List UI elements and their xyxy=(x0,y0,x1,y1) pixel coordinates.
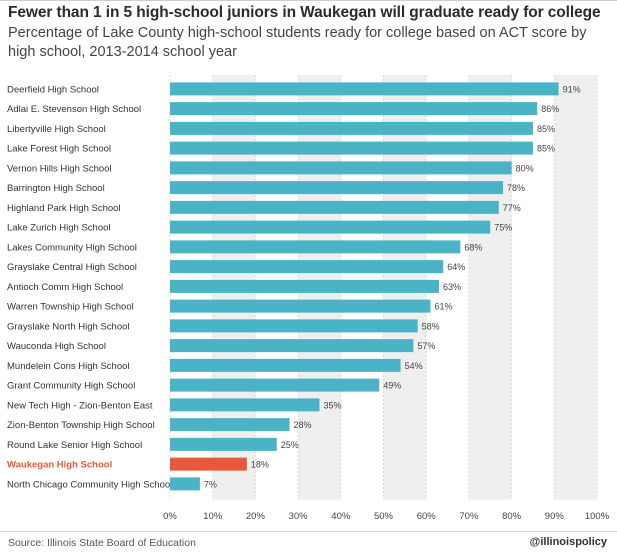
category-label: Grayslake North High School xyxy=(7,321,130,332)
value-label: 75% xyxy=(494,223,512,233)
bar xyxy=(170,260,444,274)
category-label: Highland Park High School xyxy=(7,203,121,214)
grid-band xyxy=(554,75,597,500)
value-label: 54% xyxy=(405,361,423,371)
value-label: 64% xyxy=(447,262,465,272)
x-tick-label: 20% xyxy=(246,511,266,522)
bar xyxy=(170,240,461,254)
bar xyxy=(170,161,512,175)
value-label: 25% xyxy=(281,440,299,450)
x-tick-label: 80% xyxy=(502,511,522,522)
x-tick-label: 50% xyxy=(374,511,394,522)
bar xyxy=(170,398,320,412)
category-label: North Chicago Community High School xyxy=(7,479,172,490)
bar xyxy=(170,121,533,135)
bar xyxy=(170,299,431,313)
chart-title: Fewer than 1 in 5 high-school juniors in… xyxy=(8,4,601,21)
bar xyxy=(170,437,277,451)
x-tick-label: 100% xyxy=(585,511,610,522)
value-label: 58% xyxy=(422,321,440,331)
value-label: 91% xyxy=(563,84,581,94)
category-label: Libertyville High School xyxy=(7,124,106,135)
bar xyxy=(170,418,290,432)
value-label: 86% xyxy=(541,104,559,114)
category-label: Grant Community High School xyxy=(7,381,135,392)
value-label: 7% xyxy=(204,479,217,489)
value-label: 18% xyxy=(251,460,269,470)
bar xyxy=(170,279,440,293)
x-tick-label: 40% xyxy=(331,511,351,522)
value-label: 78% xyxy=(507,183,525,193)
category-label: Mundelein Cons High School xyxy=(7,361,130,372)
x-tick-label: 90% xyxy=(545,511,565,522)
social-handle: @illinoispolicy xyxy=(529,536,607,548)
source-note: Source: Illinois State Board of Educatio… xyxy=(8,537,196,549)
bar xyxy=(170,319,418,333)
category-label: Grayslake Central High School xyxy=(7,262,137,273)
value-label: 85% xyxy=(537,124,555,134)
x-tick-label: 70% xyxy=(459,511,479,522)
category-label: Adlai E. Stevenson High School xyxy=(7,104,141,115)
value-label: 85% xyxy=(537,144,555,154)
top-rule xyxy=(0,0,617,1)
x-tick-label: 10% xyxy=(203,511,223,522)
bar xyxy=(170,181,504,195)
category-label: Zion-Benton Township High School xyxy=(7,420,155,431)
x-tick-label: 30% xyxy=(289,511,309,522)
bar xyxy=(170,339,414,353)
value-label: 35% xyxy=(323,400,341,410)
value-label: 57% xyxy=(417,341,435,351)
category-label: Barrington High School xyxy=(7,183,105,194)
bar xyxy=(170,82,559,96)
category-label: Vernon Hills High School xyxy=(7,163,112,174)
chart-subtitle: Percentage of Lake County high-school st… xyxy=(8,25,587,60)
bar-chart: 0% 10% 20% 30% 40% 50% 60% 70% 80% 90% 100% Deerfie… xyxy=(7,75,610,522)
category-label: Lake Forest High School xyxy=(7,144,111,155)
category-label: Antioch Comm High School xyxy=(7,282,123,293)
category-label: Waukegan High School xyxy=(7,460,112,471)
bar xyxy=(170,378,380,392)
bar xyxy=(170,102,538,116)
bar-highlight xyxy=(170,457,247,471)
x-tick-label: 60% xyxy=(417,511,437,522)
bar xyxy=(170,220,491,234)
value-label: 49% xyxy=(383,381,401,391)
bar xyxy=(170,477,200,491)
bar xyxy=(170,358,401,372)
value-label: 28% xyxy=(294,420,312,430)
category-label: New Tech High - Zion-Benton East xyxy=(7,400,153,411)
value-label: 77% xyxy=(503,203,521,213)
category-label: Lake Zurich High School xyxy=(7,223,111,234)
bottom-rule xyxy=(0,531,617,532)
bar xyxy=(170,141,533,155)
x-tick-label: 0% xyxy=(163,511,177,522)
category-label: Warren Township High School xyxy=(7,302,134,313)
category-label: Round Lake Senior High School xyxy=(7,440,142,451)
value-label: 68% xyxy=(464,242,482,252)
category-label: Lakes Community High School xyxy=(7,242,137,253)
category-label: Deerfield High School xyxy=(7,84,99,95)
value-label: 63% xyxy=(443,282,461,292)
category-label: Wauconda High School xyxy=(7,341,106,352)
grid-band xyxy=(468,75,512,500)
bar xyxy=(170,200,499,214)
value-label: 61% xyxy=(434,302,452,312)
value-label: 80% xyxy=(516,163,534,173)
